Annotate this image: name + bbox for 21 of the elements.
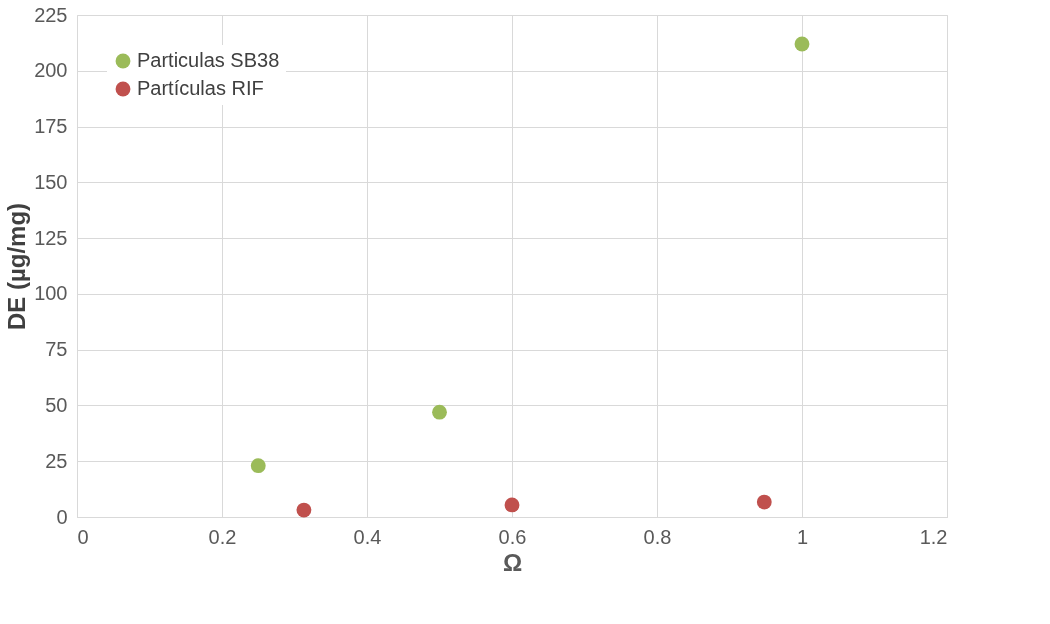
y-axis-title: DE (µg/mg) (3, 202, 31, 331)
y-tick-label: 175 (34, 115, 68, 138)
y-tick-label: 100 (34, 282, 68, 305)
x-tick-label: 1 (796, 525, 809, 548)
y-tick-label: 225 (34, 3, 68, 26)
y-tick-label: 200 (34, 59, 68, 82)
y-tick-label: 25 (45, 449, 68, 472)
x-tick-label: 0.8 (643, 525, 672, 548)
y-tick-label: 75 (45, 338, 68, 361)
y-tick-label: 0 (56, 505, 68, 528)
x-tick-label: 0 (77, 525, 89, 548)
x-tick-label: 1.2 (919, 525, 948, 548)
legend-label: Partículas RIF (137, 77, 264, 99)
x-tick-label: 0.2 (208, 525, 237, 548)
legend-label: Particulas SB38 (137, 49, 280, 71)
y-tick-label: 50 (45, 393, 68, 416)
x-tick-label: 0.6 (498, 525, 527, 548)
y-tick-label: 150 (34, 170, 68, 193)
x-axis-title: Ω (502, 548, 523, 576)
x-tick-label: 0.4 (353, 525, 382, 548)
y-tick-label: 125 (34, 226, 68, 249)
